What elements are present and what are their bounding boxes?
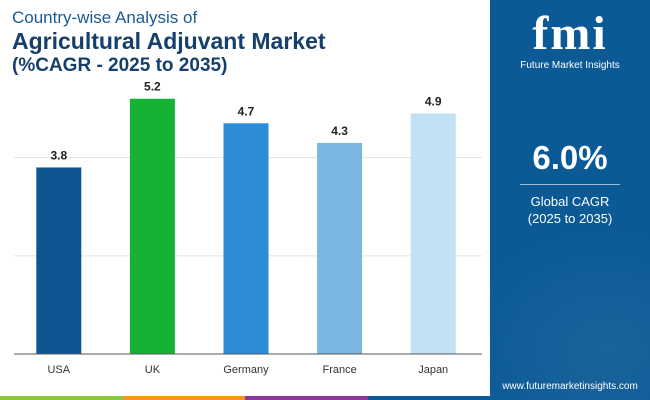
data-label-usa: 3.8 (50, 148, 67, 162)
chart-panel: Country-wise Analysis of Agricultural Ad… (0, 8, 490, 400)
data-label-germany: 4.7 (238, 104, 255, 118)
global-cagr-label: Global CAGR (530, 194, 610, 209)
footer-segment-blue (367, 396, 490, 400)
bar-germany (223, 123, 269, 354)
data-label-uk: 5.2 (144, 80, 161, 94)
global-cagr-value: 6.0% (532, 139, 608, 176)
footer-segment-purple (245, 396, 368, 400)
x-tick-uk: UK (145, 364, 161, 376)
bar-chart: 3.8 USA 5.2 UK 4.7 Germany 4.3 France 4.9 Japan (14, 80, 482, 376)
footer-segment-orange (122, 396, 245, 400)
brand-logo: fmi Future Market Insights (490, 7, 650, 72)
stat-divider (520, 184, 620, 185)
data-label-japan: 4.9 (425, 94, 442, 108)
title-line-2: Agricultural Adjuvant Market (12, 28, 326, 54)
x-tick-japan: Japan (418, 364, 448, 376)
global-cagr-period: (2025 to 2035) (527, 211, 613, 226)
x-tick-france: France (322, 364, 356, 376)
footer-segment-green (0, 396, 123, 400)
x-tick-usa: USA (47, 364, 70, 376)
logo-mark: fmi (532, 7, 608, 60)
bar-japan (410, 113, 456, 354)
title-line-3: (%CAGR - 2025 to 2035) (12, 55, 228, 76)
bar-uk (129, 98, 175, 355)
brand-name: Future Market Insights (520, 60, 620, 71)
title-line-1: Country-wise Analysis of (12, 8, 198, 27)
data-label-france: 4.3 (331, 124, 348, 138)
footer-color-bar (0, 396, 490, 400)
bar-france (317, 142, 363, 354)
chart-title-block: Country-wise Analysis of Agricultural Ad… (12, 8, 326, 77)
info-panel: fmi Future Market Insights 6.0% Global C… (490, 0, 650, 400)
global-cagr-stat: 6.0% Global CAGR (2025 to 2035) (490, 138, 650, 227)
bar-usa (36, 167, 82, 354)
website-link[interactable]: www.futuremarketinsights.com (502, 381, 638, 392)
x-tick-germany: Germany (223, 364, 269, 376)
